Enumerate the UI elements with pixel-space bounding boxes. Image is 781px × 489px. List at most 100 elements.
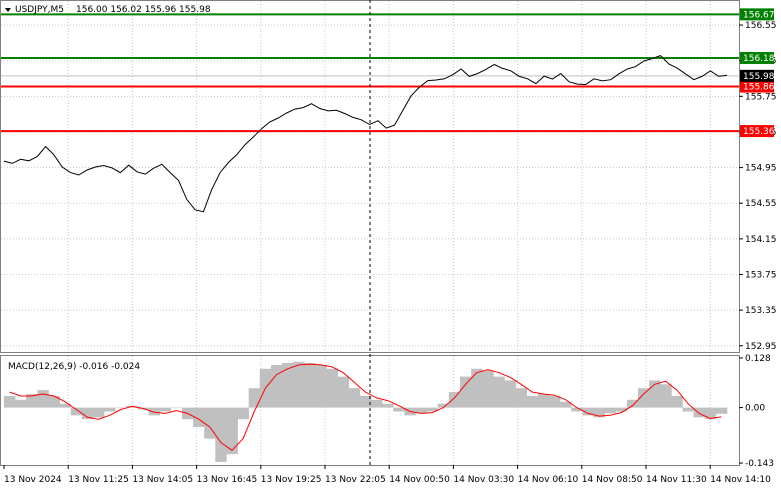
macd-bar	[715, 407, 728, 414]
macd-bar	[170, 407, 183, 409]
macd-bar	[682, 407, 694, 412]
symbol-label: USDJPY,M5	[15, 5, 64, 15]
level-tags: 156.67 156.18 155.86 155.36 155.98	[740, 8, 775, 137]
time-tick-label: 14 Nov 06:10	[518, 475, 579, 485]
macd-bar	[693, 407, 705, 418]
level-tag-bg	[740, 52, 774, 65]
macd-bar	[248, 388, 261, 408]
time-tick-label: 14 Nov 11:30	[646, 475, 707, 485]
time-tick-label: 13 Nov 14:05	[132, 475, 193, 485]
macd-bar	[315, 364, 327, 408]
macd-bar	[471, 368, 483, 408]
price-tick-label: 154.15	[745, 235, 777, 245]
macd-bar	[148, 407, 160, 416]
macd-bar	[371, 399, 383, 408]
macd-bar	[271, 364, 283, 408]
macd-bar	[193, 407, 205, 427]
macd-bar	[482, 370, 494, 408]
price-tick-label: 154.55	[745, 199, 777, 209]
macd-signal-line	[9, 363, 722, 451]
macd-bar	[48, 396, 60, 408]
time-tick-label: 13 Nov 16:45	[197, 475, 258, 485]
level-tag-bg	[740, 80, 774, 93]
macd-bar	[571, 407, 583, 412]
level-tag-bg	[740, 125, 774, 138]
macd-bar	[626, 399, 639, 408]
time-tick-label: 14 Nov 00:50	[389, 475, 450, 485]
time-tick-label: 13 Nov 11:25	[68, 475, 129, 485]
macd-bar	[593, 407, 605, 418]
price-tick-label: 153.75	[745, 270, 777, 280]
macd-bar	[237, 407, 249, 420]
macd-bar	[359, 396, 372, 408]
collapse-triangle-icon[interactable]	[5, 8, 11, 12]
macd-bar	[326, 368, 338, 408]
macd-bar	[93, 407, 105, 418]
level-tag-label: 155.86	[743, 83, 775, 93]
macd-bar	[437, 403, 450, 408]
macd-bar	[15, 399, 27, 408]
macd-bar	[348, 388, 361, 408]
macd-bar	[671, 396, 683, 408]
macd-bar	[304, 363, 316, 408]
macd-header: MACD(12,26,9) -0.016 -0.024	[8, 362, 140, 372]
macd-bar	[660, 384, 672, 408]
price-tick-label: 152.95	[745, 342, 777, 352]
current-price-tag-label: 155.98	[743, 72, 775, 82]
time-tick-label: 13 Nov 19:25	[261, 475, 322, 485]
macd-bar	[26, 394, 38, 408]
ohlc-values: 156.00 156.02 155.96 155.98	[76, 5, 211, 15]
macd-bar	[460, 376, 472, 408]
macd-tick-label: 0.128	[745, 354, 771, 364]
macd-bar	[382, 403, 394, 408]
time-tick-label: 14 Nov 14:10	[710, 475, 771, 485]
macd-bar	[537, 394, 550, 408]
macd-bar	[526, 396, 539, 408]
macd-bar	[337, 376, 350, 408]
macd-bar	[426, 407, 439, 412]
macd-bar	[515, 388, 528, 408]
macd-bar	[4, 396, 16, 408]
macd-bar	[504, 380, 516, 408]
macd-bar	[59, 403, 71, 408]
macd-bar	[204, 407, 216, 439]
macd-bar	[37, 390, 49, 408]
macd-axis: 0.128 0.00 -0.143	[739, 354, 774, 469]
level-tag-label: 156.67	[743, 10, 775, 20]
time-tick-label: 13 Nov 22:05	[325, 475, 386, 485]
macd-bar	[293, 361, 305, 408]
macd-bar	[615, 407, 628, 412]
level-tag-label: 156.18	[743, 54, 775, 64]
macd-bar	[560, 401, 572, 408]
macd-bar	[582, 407, 594, 416]
price-tick-label: 153.35	[745, 306, 777, 316]
time-tick-label: 14 Nov 08:50	[582, 475, 643, 485]
macd-bar	[70, 407, 83, 416]
price-tick-label: 156.55	[745, 21, 777, 31]
price-line	[3, 55, 728, 213]
macd-bar	[282, 363, 294, 408]
macd-bar	[81, 407, 94, 420]
time-axis: 13 Nov 2024 13 Nov 11:25 13 Nov 14:05 13 No…	[3, 465, 771, 485]
price-tick-label: 154.95	[745, 164, 777, 174]
price-tick-label: 155.75	[745, 92, 777, 102]
macd-bar	[115, 407, 127, 409]
macd-bar	[638, 388, 650, 408]
macd-bar	[393, 407, 405, 412]
macd-bar	[215, 407, 227, 462]
macd-bar	[704, 407, 717, 420]
current-price-tag-bg	[740, 69, 774, 82]
macd-bar	[415, 407, 427, 414]
level-tag-bg	[740, 8, 774, 21]
macd-bar	[448, 392, 461, 408]
macd-bar	[226, 407, 238, 455]
macd-bar	[649, 380, 661, 408]
macd-bar	[104, 407, 116, 412]
time-tick-label: 13 Nov 2024	[4, 475, 62, 485]
macd-bar	[159, 407, 172, 412]
macd-bar	[549, 396, 561, 408]
macd-bar	[493, 376, 505, 408]
level-tag-label: 155.36	[743, 127, 775, 137]
macd-bar	[604, 407, 616, 414]
